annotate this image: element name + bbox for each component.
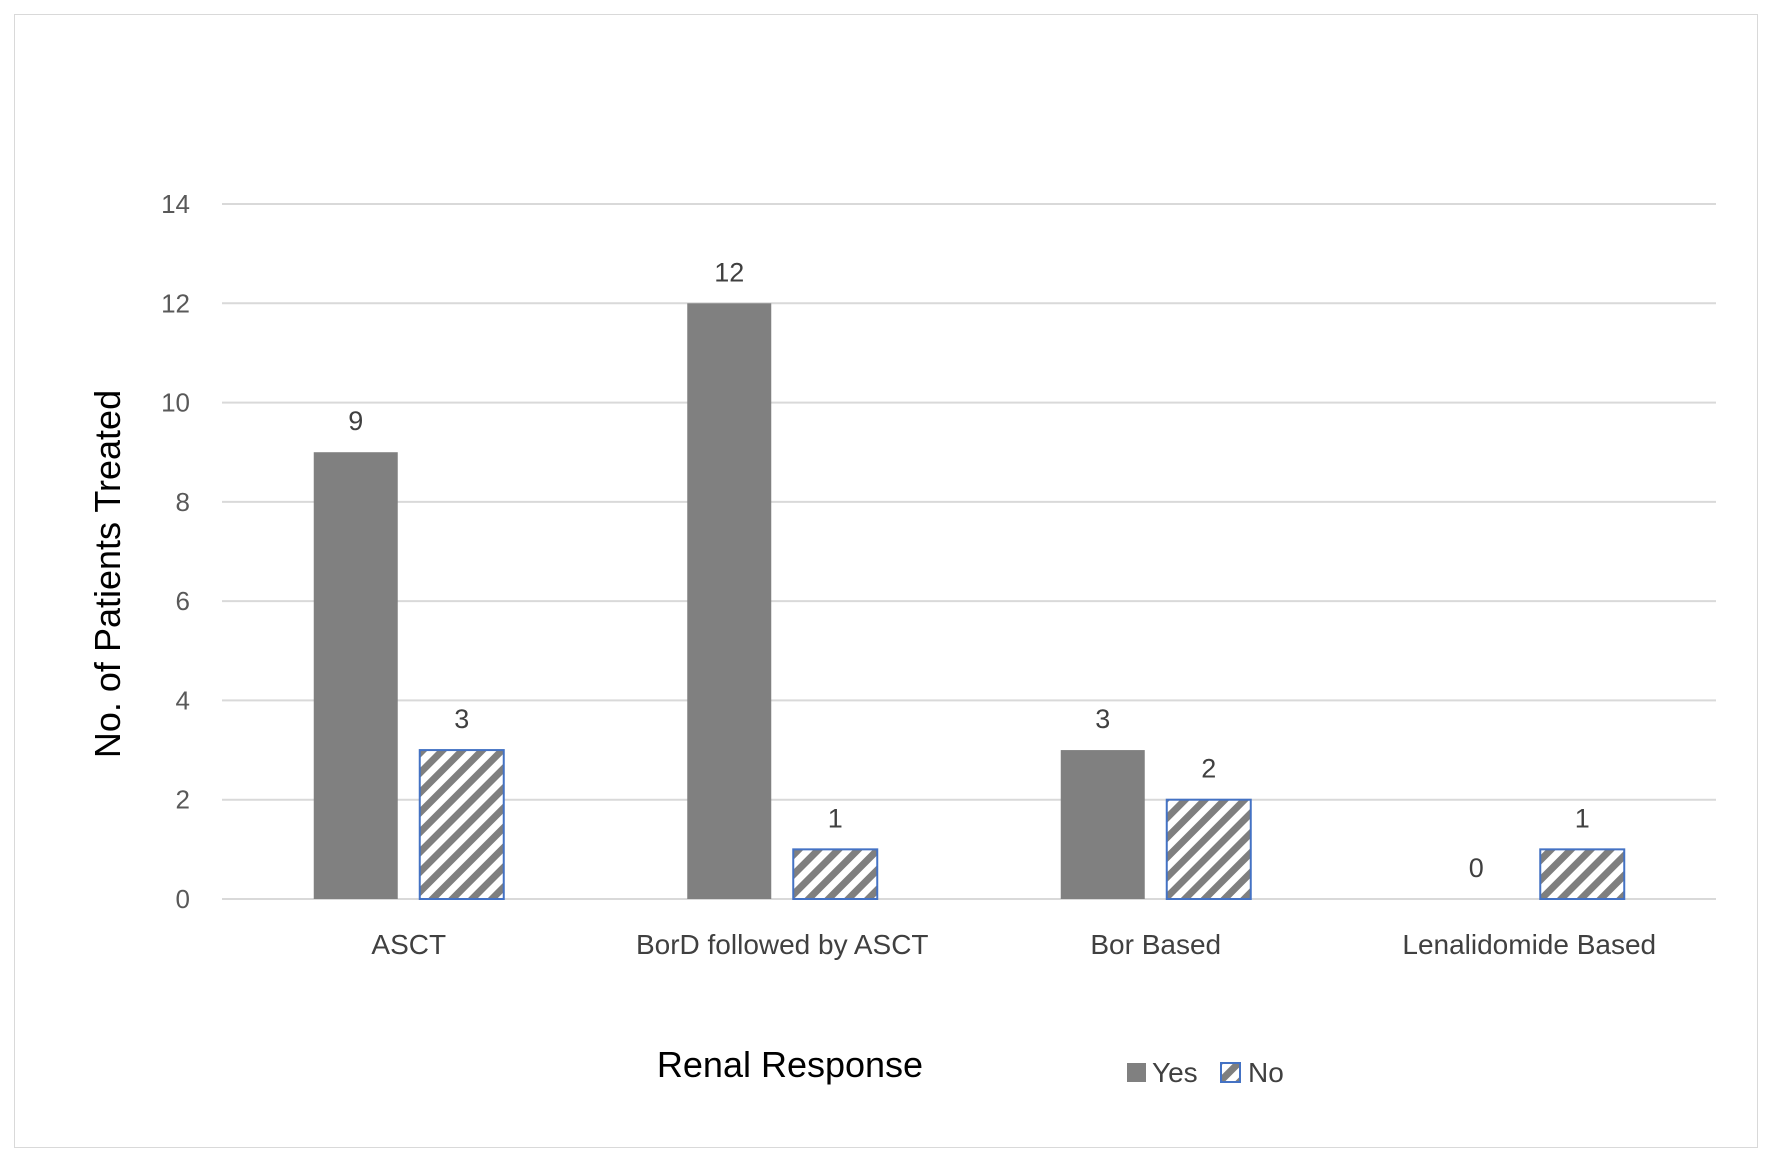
data-label-no: 2 — [1201, 754, 1216, 784]
bar-no — [792, 848, 879, 900]
data-label-yes: 0 — [1469, 853, 1484, 883]
y-tick-label: 14 — [161, 189, 190, 219]
y-tick-label: 6 — [176, 586, 190, 616]
data-label-no: 3 — [454, 704, 469, 734]
legend-label-no: No — [1248, 1057, 1284, 1088]
category-label: Lenalidomide Based — [1402, 929, 1656, 960]
y-tick-label: 10 — [161, 388, 190, 418]
bar-yes — [1060, 750, 1145, 899]
x-axis-categories: ASCT BorD followed by ASCT Bor Based Lenali… — [371, 929, 1656, 960]
legend: Yes No — [1127, 1057, 1284, 1088]
category-label: ASCT — [371, 929, 446, 960]
y-tick-label: 12 — [161, 288, 190, 318]
y-tick-label: 4 — [176, 685, 190, 715]
legend-label-yes: Yes — [1152, 1057, 1198, 1088]
data-label-no: 1 — [828, 803, 843, 833]
bar-no — [1539, 848, 1626, 900]
y-axis-title: No. of Patients Treated — [87, 390, 128, 758]
x-axis-title: Renal Response — [657, 1044, 923, 1085]
category-label: Bor Based — [1090, 929, 1221, 960]
bar-no — [418, 749, 505, 900]
category-label: BorD followed by ASCT — [636, 929, 929, 960]
data-label-yes: 9 — [348, 406, 363, 436]
y-tick-label: 8 — [176, 487, 190, 517]
data-label-yes: 3 — [1095, 704, 1110, 734]
y-tick-label: 0 — [176, 884, 190, 914]
legend-swatch-no — [1220, 1062, 1241, 1083]
data-label-no: 1 — [1575, 803, 1590, 833]
bar-yes — [313, 452, 398, 899]
bars — [313, 303, 1626, 901]
data-label-yes: 12 — [714, 257, 744, 287]
legend-swatch-yes — [1127, 1063, 1146, 1082]
data-labels: 9 3 12 1 3 2 0 1 — [348, 257, 1590, 883]
y-axis-ticks: 0 2 4 6 8 10 12 14 — [161, 189, 190, 914]
bar-no — [1165, 798, 1252, 901]
y-tick-label: 2 — [176, 785, 190, 815]
bar-yes — [687, 303, 772, 899]
